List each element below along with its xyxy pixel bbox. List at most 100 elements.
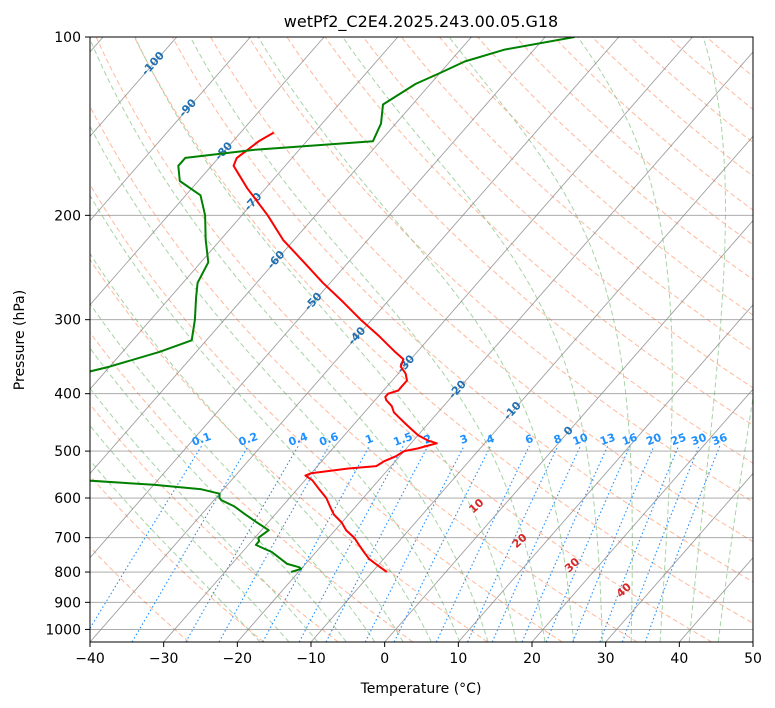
mixing-ratio-label: 3 — [458, 432, 470, 447]
x-tick-label: 50 — [744, 651, 762, 667]
moist-adiabat — [90, 459, 261, 642]
mixing-ratio-label: 8 — [552, 432, 564, 447]
mixing-ratio-line — [393, 445, 492, 642]
y-tick-label: 200 — [54, 208, 81, 224]
moist-adiabat — [90, 125, 461, 642]
moist-adiabat — [342, 37, 603, 642]
y-tick-label: 1000 — [45, 622, 81, 638]
x-tick-label: 40 — [670, 651, 688, 667]
moist-adiabat — [448, 37, 633, 642]
isotherm — [163, 37, 693, 642]
isotherm — [605, 472, 753, 642]
x-tick-label: −20 — [223, 651, 253, 667]
dry-adiabat — [90, 183, 563, 642]
mixing-ratio-line — [572, 445, 655, 642]
dry-adiabat — [90, 105, 638, 642]
y-tick-label: 500 — [54, 444, 81, 460]
mixing-ratio-label: 13 — [598, 431, 617, 448]
moist-adiabat — [90, 252, 404, 642]
y-axis-ticks: 100 200 300 400 500 600 700 800 900 1000 — [45, 30, 90, 638]
mixing-ratio-line — [364, 445, 465, 642]
mixing-ratio-line — [435, 445, 530, 642]
dry-adiabat — [439, 37, 753, 316]
isotherm — [457, 304, 753, 642]
mixing-ratio-line — [298, 445, 404, 642]
dry-adiabat — [90, 331, 414, 642]
x-tick-label: 0 — [380, 651, 389, 667]
y-tick-label: 900 — [54, 595, 81, 611]
mixing-ratio-line — [218, 445, 330, 642]
mixing-ratio-label: 30 — [690, 431, 709, 449]
mixing-ratio-label: 0.6 — [317, 430, 340, 449]
dry-adiabat — [591, 37, 753, 177]
dry-adiabat — [95, 37, 712, 642]
isotherm — [384, 219, 753, 642]
mixing-ratio-line — [325, 445, 429, 642]
moist-adiabat — [90, 37, 489, 642]
moist-adiabat — [189, 37, 546, 642]
profiles — [90, 37, 575, 573]
dry-adiabat — [362, 37, 753, 389]
dry-adiabat — [171, 37, 753, 583]
x-tick-label: −30 — [149, 651, 179, 667]
y-tick-label: 700 — [54, 531, 81, 547]
mixing-ratio-label: 20 — [644, 431, 663, 449]
isotherm — [531, 388, 753, 642]
mixing-ratio-line — [644, 445, 721, 642]
mixing-ratio-label: 36 — [710, 431, 729, 449]
mixing-ratio-label: 0.1 — [190, 430, 213, 449]
mixing-ratio-label: 16 — [620, 431, 639, 449]
x-axis-label: Temperature (°C) — [360, 681, 482, 697]
moist-adiabat — [134, 37, 517, 642]
mixing-ratio-label: 1.5 — [392, 430, 415, 449]
dry-adiabat — [210, 37, 753, 543]
isotherm — [310, 135, 753, 642]
mixing-ratio-line — [545, 445, 631, 642]
x-axis-ticks: −40 −30 −20 −10 0 10 20 30 40 50 — [75, 642, 762, 667]
y-tick-label: 600 — [54, 491, 81, 507]
mixing-ratio-line — [185, 445, 299, 642]
x-tick-label: −10 — [296, 651, 326, 667]
chart-title: wetPf2_C2E4.2025.243.00.05.G18 — [284, 12, 558, 32]
x-tick-label: 20 — [523, 651, 541, 667]
moist-adiabat — [90, 302, 376, 642]
dry-adiabat — [324, 37, 753, 426]
dry-adiabat — [515, 37, 753, 246]
moist-adiabat — [90, 424, 290, 642]
mixing-ratio-label: 4 — [485, 432, 497, 447]
isotherm — [90, 37, 620, 642]
dry-adiabat — [401, 37, 753, 352]
isotherm — [90, 37, 251, 222]
dry-adiabat — [90, 258, 488, 642]
mixing-ratio-label: 10 — [571, 431, 590, 449]
mixing-ratio-line — [599, 445, 680, 642]
dewpoint-profile — [90, 37, 575, 573]
x-tick-label: 10 — [449, 651, 467, 667]
plot-area: -100-90-80-70-60-50-40-30-20-10010203040… — [90, 37, 753, 642]
moist-adiabat — [577, 37, 673, 642]
mixing-ratio-lines — [90, 445, 721, 642]
isotherm — [90, 37, 546, 559]
dry-adiabat — [133, 37, 753, 624]
mixing-ratio-label: 0.4 — [287, 430, 310, 449]
isotherm — [90, 37, 472, 475]
y-tick-label: 100 — [54, 30, 81, 46]
isotherm — [236, 51, 753, 642]
mixing-ratio-label: 6 — [523, 432, 535, 447]
mixing-ratio-label: 25 — [669, 431, 688, 448]
mixing-ratio-line — [621, 445, 700, 642]
y-tick-label: 800 — [54, 565, 81, 581]
isotherm — [90, 37, 399, 390]
dry-adiabat — [90, 403, 339, 642]
mixing-ratio-label: 1 — [364, 432, 376, 447]
y-axis-label: Pressure (hPa) — [12, 290, 28, 390]
mixing-ratio-label: 0.2 — [237, 430, 260, 449]
y-tick-label: 300 — [54, 313, 81, 329]
plot-frame — [89, 36, 754, 643]
x-tick-label: −40 — [75, 651, 105, 667]
y-tick-label: 400 — [54, 387, 81, 403]
isotherms — [90, 37, 753, 642]
dry-adiabats — [90, 37, 753, 642]
